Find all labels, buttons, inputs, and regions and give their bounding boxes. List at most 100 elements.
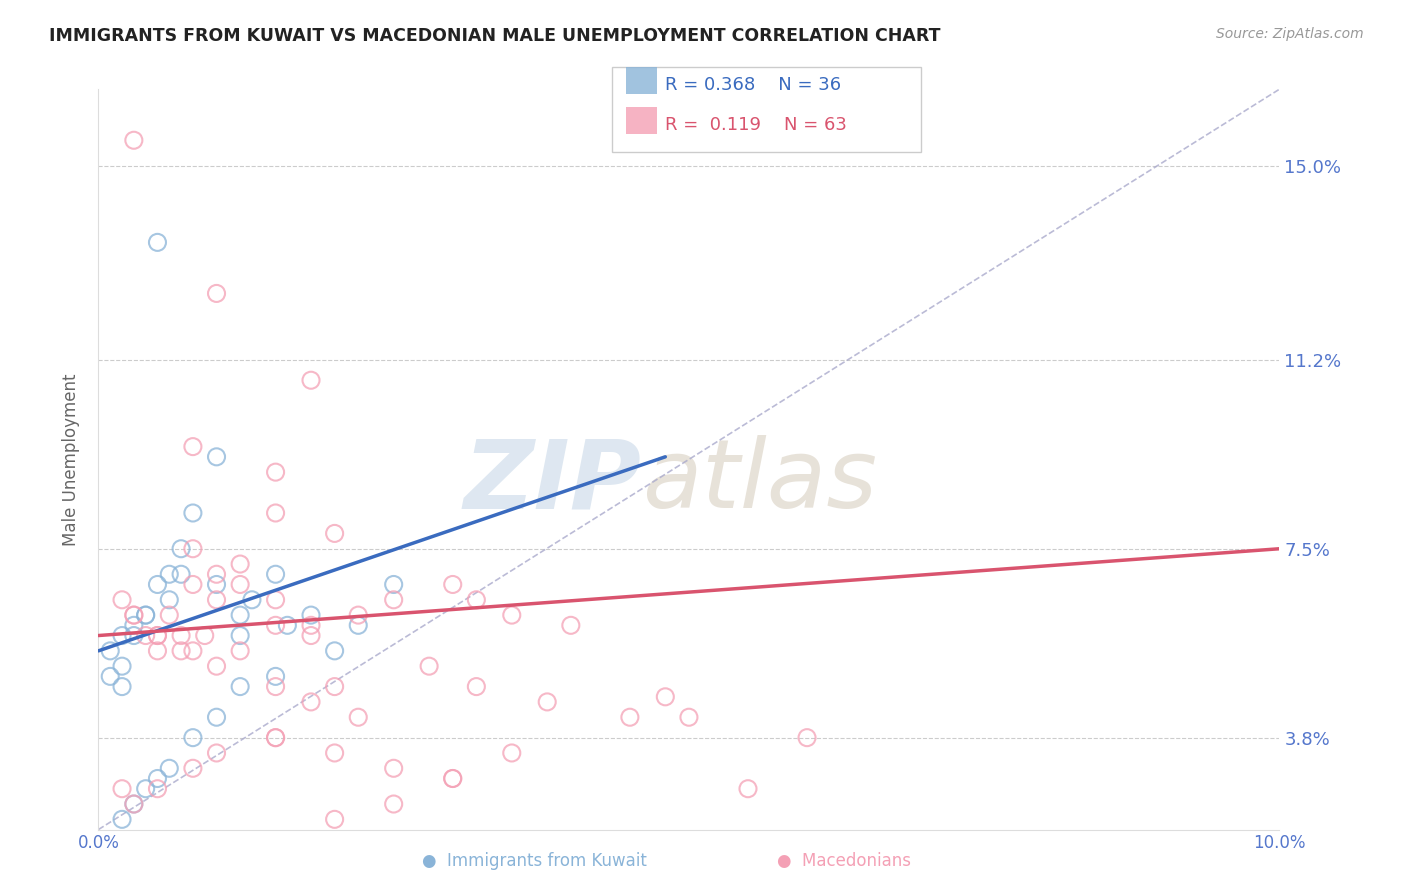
Point: [229, 557, 252, 571]
Point: [157, 608, 180, 623]
Point: [205, 710, 228, 724]
Point: [146, 644, 169, 658]
Point: [299, 628, 322, 642]
Point: [146, 628, 169, 642]
Point: [157, 567, 180, 582]
Text: atlas: atlas: [641, 435, 877, 528]
Point: [146, 781, 169, 796]
Point: [501, 608, 523, 623]
Point: [181, 731, 204, 745]
Point: [347, 608, 370, 623]
Point: [181, 761, 204, 775]
Point: [194, 628, 217, 642]
Point: [347, 618, 370, 632]
Point: [146, 772, 169, 786]
Point: [264, 669, 287, 683]
Point: [323, 526, 346, 541]
Point: [122, 608, 145, 623]
Point: [98, 644, 121, 658]
Point: [170, 567, 193, 582]
Point: [205, 592, 228, 607]
Point: [465, 592, 488, 607]
Point: [441, 772, 464, 786]
Point: [299, 373, 322, 387]
Point: [264, 567, 287, 582]
Point: [98, 669, 121, 683]
Text: ZIP: ZIP: [464, 435, 641, 528]
Point: [323, 644, 346, 658]
Point: [536, 695, 558, 709]
Point: [418, 659, 440, 673]
Point: [796, 731, 818, 745]
Point: [122, 608, 145, 623]
Point: [560, 618, 582, 632]
Point: [299, 695, 322, 709]
Point: [111, 659, 134, 673]
Point: [111, 592, 134, 607]
Point: [170, 644, 193, 658]
Point: [181, 577, 204, 591]
Point: [229, 608, 252, 623]
Point: [181, 506, 204, 520]
Point: [181, 644, 204, 658]
Point: [737, 781, 759, 796]
Text: R =  0.119    N = 63: R = 0.119 N = 63: [665, 116, 846, 134]
Text: ●  Immigrants from Kuwait: ● Immigrants from Kuwait: [422, 852, 647, 870]
Point: [264, 680, 287, 694]
Point: [146, 628, 169, 642]
Point: [111, 628, 134, 642]
Point: [382, 797, 405, 811]
Point: [157, 761, 180, 775]
Point: [135, 608, 157, 623]
Text: Source: ZipAtlas.com: Source: ZipAtlas.com: [1216, 27, 1364, 41]
Point: [264, 731, 287, 745]
Point: [146, 577, 169, 591]
Point: [465, 680, 488, 694]
Point: [441, 772, 464, 786]
Point: [240, 592, 263, 607]
Text: ●  Macedonians: ● Macedonians: [776, 852, 911, 870]
Point: [122, 797, 145, 811]
Point: [146, 235, 169, 250]
Point: [229, 644, 252, 658]
Text: IMMIGRANTS FROM KUWAIT VS MACEDONIAN MALE UNEMPLOYMENT CORRELATION CHART: IMMIGRANTS FROM KUWAIT VS MACEDONIAN MAL…: [49, 27, 941, 45]
Point: [122, 628, 145, 642]
Point: [170, 628, 193, 642]
Point: [323, 746, 346, 760]
Point: [181, 541, 204, 556]
Point: [264, 506, 287, 520]
Point: [122, 618, 145, 632]
Point: [264, 465, 287, 479]
Point: [441, 577, 464, 591]
Point: [299, 608, 322, 623]
Point: [619, 710, 641, 724]
Point: [347, 710, 370, 724]
Y-axis label: Male Unemployment: Male Unemployment: [62, 373, 80, 546]
Point: [181, 440, 204, 454]
Point: [264, 592, 287, 607]
Point: [382, 761, 405, 775]
Point: [135, 781, 157, 796]
Point: [205, 659, 228, 673]
Point: [135, 608, 157, 623]
Point: [111, 813, 134, 827]
Point: [264, 618, 287, 632]
Point: [229, 680, 252, 694]
Point: [111, 781, 134, 796]
Point: [205, 567, 228, 582]
Point: [382, 577, 405, 591]
Point: [323, 680, 346, 694]
Point: [205, 286, 228, 301]
Text: R = 0.368    N = 36: R = 0.368 N = 36: [665, 76, 841, 94]
Point: [501, 746, 523, 760]
Point: [205, 450, 228, 464]
Point: [205, 577, 228, 591]
Point: [170, 541, 193, 556]
Point: [111, 680, 134, 694]
Point: [678, 710, 700, 724]
Point: [299, 618, 322, 632]
Point: [229, 628, 252, 642]
Point: [122, 797, 145, 811]
Point: [276, 618, 298, 632]
Point: [122, 133, 145, 147]
